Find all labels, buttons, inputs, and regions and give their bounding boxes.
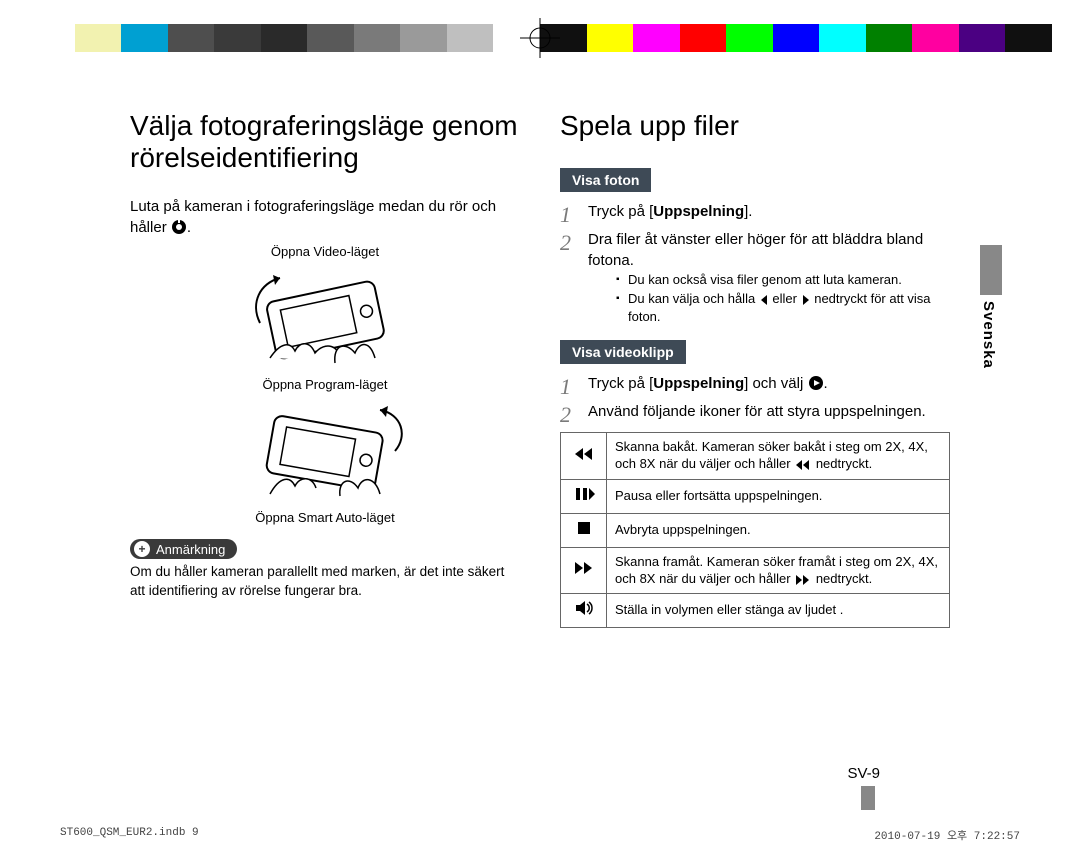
plus-icon: + [134,541,150,557]
left-arrow-icon [759,294,769,306]
step-2-photos: Dra filer åt vänster eller höger för att… [560,230,950,325]
t: eller [769,291,801,306]
right-heading: Spela upp filer [560,110,950,142]
step-1-photos: Tryck på [Uppspelning]. [560,202,950,222]
tab-marker [980,245,1002,295]
control-description: Skanna framåt. Kameran söker framåt i st… [607,547,950,594]
note-badge: + Anmärkning [130,539,237,559]
registration-mark-icon [520,18,560,58]
table-row: Skanna bakåt. Kameran söker bakåt i steg… [561,433,950,480]
pause-icon [561,479,607,513]
t: . [824,375,828,392]
vol-icon [561,594,607,628]
table-row: Skanna framåt. Kameran söker framåt i st… [561,547,950,594]
t: Tryck på [ [588,375,653,392]
table-row: Avbryta uppspelningen. [561,513,950,547]
language-tab: Svenska [980,245,1002,405]
t: Du kan välja och hålla [628,291,759,306]
left-intro: Luta på kameran i fotograferingsläge med… [130,196,520,238]
t: Tryck på [ [588,203,653,220]
t: ]. [744,203,752,220]
steps-video: Tryck på [Uppspelning] och välj . Använd… [560,374,950,423]
left-column: Välja fotograferingsläge genom rörelseid… [130,110,520,628]
note-text: Om du håller kameran parallellt med mark… [130,563,520,601]
control-description: Ställa in volymen eller stänga av ljudet… [607,594,950,628]
step-2-video: Använd följande ikoner för att styra upp… [560,402,950,422]
section-photos: Visa foton [560,168,651,192]
table-row: Pausa eller fortsätta uppspelningen. [561,479,950,513]
table-row: Ställa in volymen eller stänga av ljudet… [561,594,950,628]
camera-tilt-illustration-2 [230,396,420,506]
right-arrow-icon [801,294,811,306]
print-footer: ST600_QSM_EUR2.indb 9 2010-07-19 오후 7:22… [60,827,1020,843]
caption-smart-auto: Öppna Smart Auto-läget [255,510,394,525]
t: Uppspelning [653,375,744,392]
ffwd-icon [561,547,607,594]
play-circle-icon [808,375,824,391]
section-video: Visa videoklipp [560,340,686,364]
steps-photos: Tryck på [Uppspelning]. Dra filer åt vän… [560,202,950,325]
page-marker [861,786,875,810]
caption-video: Öppna Video-läget [271,244,379,259]
t: ] och välj [744,375,807,392]
rew-icon [561,433,607,480]
intro-text-end: . [187,219,191,236]
language-label: Svenska [980,301,997,369]
page-content: Välja fotograferingsläge genom rörelseid… [130,110,950,628]
control-description: Pausa eller fortsätta uppspelningen. [607,479,950,513]
t: Dra filer åt vänster eller höger för att… [588,231,923,268]
control-description: Skanna bakåt. Kameran söker bakåt i steg… [607,433,950,480]
stop-icon [561,513,607,547]
bullet-1: Du kan också visa filer genom att luta k… [616,271,950,289]
step-1-video: Tryck på [Uppspelning] och välj . [560,374,950,394]
bullet-2: Du kan välja och hålla eller nedtryckt f… [616,290,950,325]
controls-table: Skanna bakåt. Kameran söker bakåt i steg… [560,432,950,628]
right-column: Spela upp filer Visa foton Tryck på [Upp… [560,110,950,628]
footer-file: ST600_QSM_EUR2.indb 9 [60,827,199,843]
note-label: Anmärkning [156,542,225,557]
camera-tilt-illustration-1 [235,263,415,373]
bullets-photos: Du kan också visa filer genom att luta k… [616,271,950,326]
left-heading: Välja fotograferingsläge genom rörelseid… [130,110,520,174]
page-number: SV-9 [847,765,880,782]
mode-dial-icon [171,219,187,235]
illustration-video-mode: Öppna Video-läget Öppna Program-läget [130,244,520,525]
caption-program: Öppna Program-läget [262,377,387,392]
t: Uppspelning [653,203,744,220]
control-description: Avbryta uppspelningen. [607,513,950,547]
footer-timestamp: 2010-07-19 오후 7:22:57 [874,827,1020,843]
